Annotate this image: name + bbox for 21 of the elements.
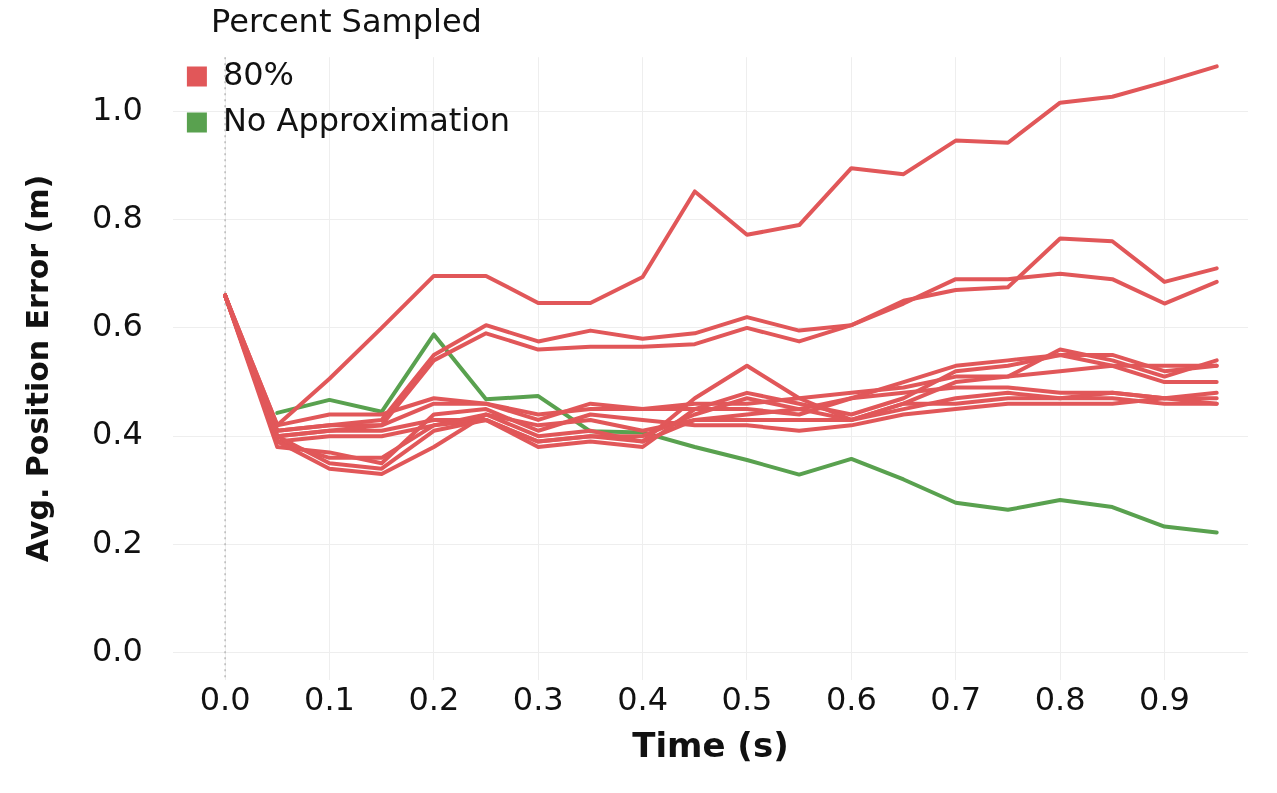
x-tick-label: 0.2 xyxy=(408,680,460,719)
y-tick-label: 1.0 xyxy=(92,89,143,128)
legend-label: No Approximation xyxy=(222,100,511,139)
x-tick-label: 0.4 xyxy=(617,680,669,719)
legend-title: Percent Sampled xyxy=(211,2,482,41)
y-tick-label: 0.4 xyxy=(92,414,143,453)
x-tick-label: 0.0 xyxy=(199,680,251,719)
legend-label: 80% xyxy=(222,54,295,93)
y-tick-label: 0.2 xyxy=(92,522,143,561)
x-tick-label: 0.7 xyxy=(930,680,982,719)
x-tick-label: 0.9 xyxy=(1139,680,1190,719)
x-tick-label: 0.8 xyxy=(1034,680,1086,719)
x-tick-label: 0.3 xyxy=(512,680,564,719)
y-tick-label: 0.0 xyxy=(92,631,143,670)
y-tick-label: 0.8 xyxy=(92,197,143,236)
x-axis-title: Time (s) xyxy=(632,725,789,766)
x-tick-label: 0.6 xyxy=(825,680,877,719)
y-tick-label: 0.6 xyxy=(92,306,143,345)
x-tick-label: 0.1 xyxy=(304,680,355,719)
y-axis-title: Avg. Position Error (m) xyxy=(19,174,55,563)
x-tick-label: 0.5 xyxy=(721,680,773,719)
